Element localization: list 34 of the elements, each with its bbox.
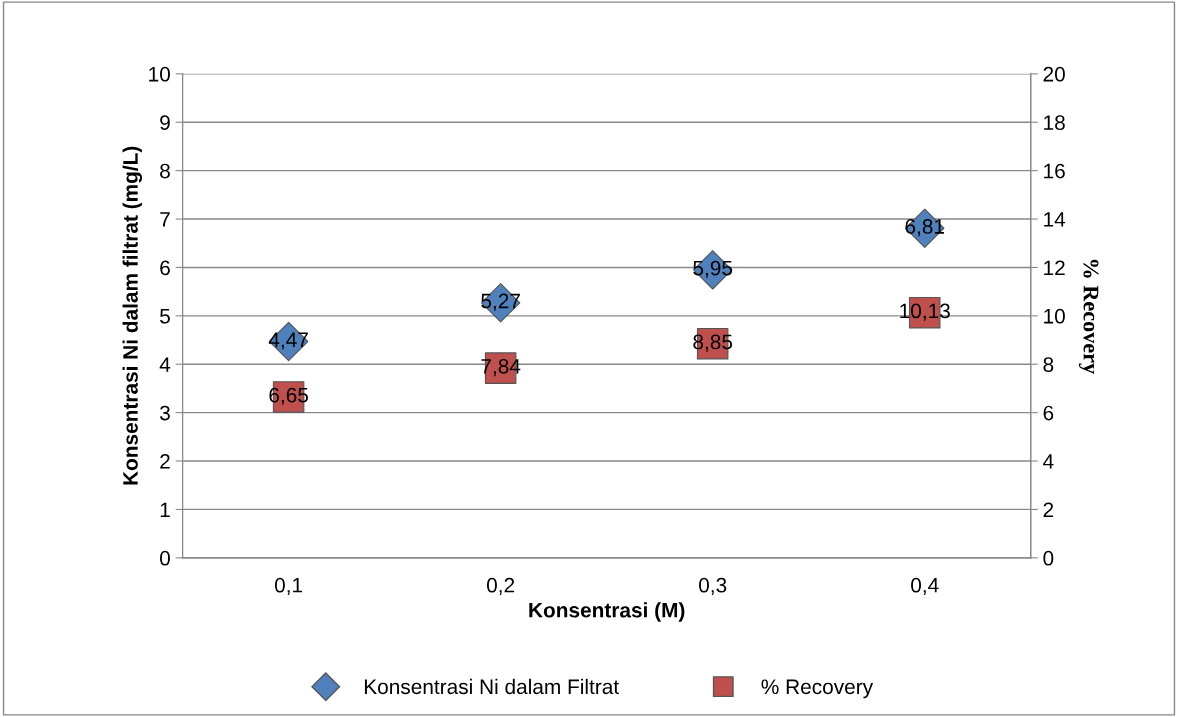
x-tick-label: 0,4 xyxy=(911,577,939,596)
y2-tick-label: 18 xyxy=(1044,115,1065,130)
y2-tick-label: 4 xyxy=(1043,454,1054,469)
y-tick-label: 7 xyxy=(160,212,170,227)
x-tick-label: 0,3 xyxy=(699,577,727,596)
y-tick-label: 4 xyxy=(159,357,171,372)
data-label: 6,81 xyxy=(905,219,944,237)
data-label: 5,27 xyxy=(481,293,520,311)
legend-label: Konsentrasi Ni dalam Filtrat xyxy=(364,678,619,695)
y2-tick-label: 0 xyxy=(1043,550,1054,566)
y2-tick-label: 16 xyxy=(1044,163,1065,179)
y2-tick-label: 12 xyxy=(1044,260,1065,275)
y-tick-label: 9 xyxy=(160,115,170,130)
y2-tick-label: 8 xyxy=(1043,357,1054,372)
y-axis-title: Konsentrasi Ni dalam filtrat (mg/L) xyxy=(122,146,143,485)
y2-tick-label: 2 xyxy=(1043,502,1054,517)
y2-tick-label: 20 xyxy=(1043,66,1065,82)
y-tick-label: 6 xyxy=(160,260,170,276)
y-tick-label: 3 xyxy=(159,405,170,421)
y2-tick-label: 10 xyxy=(1044,308,1065,324)
data-label: 5,95 xyxy=(693,260,733,278)
y-tick-label: 5 xyxy=(160,309,170,324)
y-tick-label: 1 xyxy=(160,502,170,517)
x-tick-label: 0,2 xyxy=(486,577,515,596)
y2-axis-title: % Recovery xyxy=(1078,259,1099,374)
y-tick-label: 0 xyxy=(160,550,170,566)
legend-label: % Recovery xyxy=(761,679,874,699)
y-tick-label: 10 xyxy=(149,66,170,82)
y2-tick-label: 14 xyxy=(1044,212,1066,227)
y-tick-label: 8 xyxy=(160,163,170,179)
y-tick-label: 2 xyxy=(160,454,170,469)
x-axis-title: Konsentrasi (M) xyxy=(529,602,685,622)
y2-tick-label: 6 xyxy=(1043,405,1054,421)
x-tick-label: 0,1 xyxy=(274,577,303,596)
